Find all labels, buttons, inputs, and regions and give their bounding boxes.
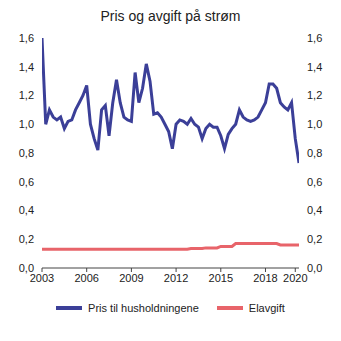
svg-text:0,0: 0,0: [307, 262, 322, 274]
svg-text:0,0: 0,0: [19, 262, 34, 274]
svg-text:0,4: 0,4: [19, 204, 34, 216]
svg-text:2009: 2009: [119, 272, 143, 284]
svg-text:1,4: 1,4: [307, 61, 322, 73]
svg-text:1,0: 1,0: [19, 118, 34, 130]
svg-text:2006: 2006: [74, 272, 98, 284]
svg-text:2012: 2012: [164, 272, 188, 284]
svg-text:2018: 2018: [253, 272, 277, 284]
svg-text:0,6: 0,6: [307, 176, 322, 188]
html-text:Elavgift: Elavgift: [248, 302, 285, 314]
html-text:Pris og avgift på strøm: Pris og avgift på strøm: [100, 8, 241, 24]
svg-text:0,8: 0,8: [19, 147, 34, 159]
svg-text:0,4: 0,4: [307, 204, 322, 216]
svg-text:1,6: 1,6: [19, 32, 34, 44]
svg-text:1,2: 1,2: [307, 89, 322, 101]
svg-text:0,2: 0,2: [19, 233, 34, 245]
svg-text:1,6: 1,6: [307, 32, 322, 44]
svg-text:2015: 2015: [209, 272, 233, 284]
svg-text:1,2: 1,2: [19, 89, 34, 101]
svg-text:0,6: 0,6: [19, 176, 34, 188]
svg-text:2003: 2003: [29, 271, 55, 284]
svg-text:0,8: 0,8: [307, 147, 322, 159]
svg-text:2020: 2020: [283, 272, 307, 284]
svg-text:1,4: 1,4: [19, 61, 34, 73]
svg-text:0,2: 0,2: [307, 233, 322, 245]
html-text:Pris til husholdningene: Pris til husholdningene: [88, 302, 199, 314]
svg-text:1,0: 1,0: [307, 118, 322, 130]
